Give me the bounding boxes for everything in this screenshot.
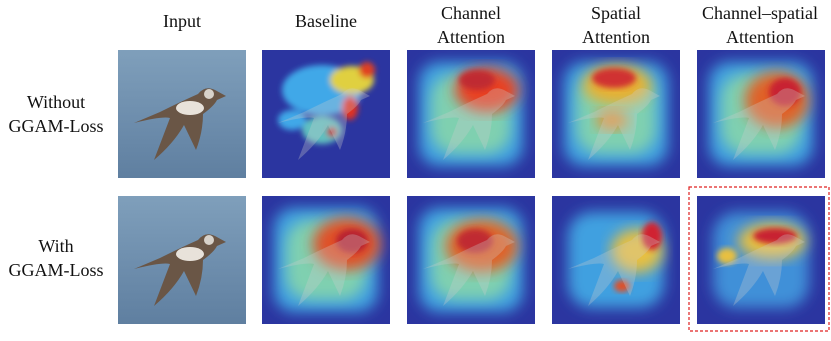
column-header: Baseline: [295, 11, 357, 31]
row-label: Without: [27, 92, 85, 112]
input-image: [118, 50, 246, 178]
heatmap: [262, 196, 390, 324]
row-label: With: [38, 236, 73, 256]
column-header: Input: [163, 11, 201, 31]
column-header: Channel: [441, 3, 501, 23]
row-labels: Without GGAM-Loss With GGAM-Loss: [8, 92, 103, 280]
heatmap: [262, 50, 390, 178]
input-image: [118, 196, 246, 324]
heatmap: [697, 50, 825, 178]
highlight-box: [688, 186, 830, 332]
heatmap: [407, 50, 535, 178]
column-header: Attention: [437, 27, 505, 47]
heatmap: [552, 196, 680, 324]
heatmap: [552, 50, 680, 178]
column-header: Spatial: [591, 3, 641, 23]
column-header: Attention: [582, 27, 650, 47]
column-headers: Input Baseline Channel Attention Spatial…: [163, 3, 818, 47]
heatmap: [697, 196, 825, 324]
row-label: GGAM-Loss: [8, 116, 103, 136]
column-header: Attention: [726, 27, 794, 47]
row-label: GGAM-Loss: [8, 260, 103, 280]
heatmap: [407, 196, 535, 324]
column-header: Channel–spatial: [702, 3, 818, 23]
